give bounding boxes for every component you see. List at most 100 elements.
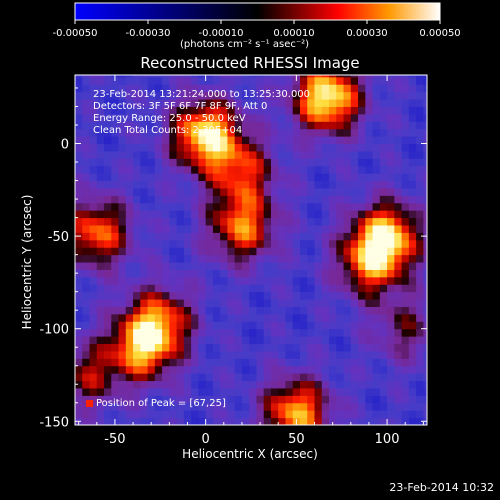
- heatmap-cell: [176, 269, 185, 278]
- heatmap-cell: [372, 128, 381, 137]
- heatmap-cell: [307, 387, 316, 396]
- heatmap-cell: [350, 336, 359, 345]
- heatmap-cell: [365, 202, 374, 211]
- heatmap-cell: [408, 173, 417, 182]
- heatmap-cell: [183, 395, 192, 404]
- heatmap-cell: [270, 113, 279, 122]
- heatmap-cell: [198, 306, 207, 315]
- heatmap-cell: [125, 276, 134, 285]
- heatmap-cell: [125, 269, 134, 278]
- heatmap-cell: [379, 136, 388, 145]
- heatmap-cell: [263, 75, 272, 78]
- heatmap-cell: [416, 358, 424, 367]
- heatmap-cell: [154, 180, 163, 189]
- heatmap-cell: [104, 380, 112, 389]
- heatmap-cell: [89, 321, 98, 330]
- heatmap-cell: [423, 321, 427, 330]
- heatmap-cell: [220, 202, 228, 211]
- heatmap-cell: [263, 247, 272, 256]
- heatmap-cell: [147, 410, 156, 419]
- heatmap-cell: [169, 336, 178, 345]
- heatmap-cell: [104, 254, 112, 263]
- heatmap-cell: [75, 387, 83, 396]
- heatmap-cell: [133, 136, 141, 145]
- heatmap-cell: [307, 417, 316, 425]
- heatmap-cell: [350, 247, 359, 256]
- heatmap-cell: [321, 180, 330, 189]
- heatmap-cell: [263, 143, 272, 152]
- heatmap-cell: [343, 113, 352, 122]
- heatmap-cell: [111, 195, 120, 204]
- heatmap-cell: [343, 395, 352, 404]
- heatmap-cell: [198, 239, 207, 248]
- heatmap-cell: [104, 173, 112, 182]
- heatmap-cell: [249, 136, 257, 145]
- heatmap-cell: [82, 128, 91, 137]
- heatmap-cell: [394, 136, 403, 145]
- heatmap-cell: [278, 239, 286, 248]
- heatmap-cell: [111, 210, 120, 219]
- heatmap-cell: [314, 387, 323, 396]
- heatmap-cell: [183, 232, 192, 241]
- heatmap-cell: [365, 75, 374, 78]
- heatmap-cell: [365, 165, 374, 174]
- heatmap-cell: [423, 187, 427, 196]
- heatmap-cell: [372, 306, 381, 315]
- heatmap-cell: [212, 276, 221, 285]
- heatmap-cell: [154, 395, 163, 404]
- heatmap-cell: [169, 225, 178, 233]
- heatmap-cell: [125, 128, 134, 137]
- heatmap-cell: [154, 254, 163, 263]
- heatmap-cell: [82, 113, 91, 122]
- heatmap-cell: [147, 328, 156, 337]
- heatmap-cell: [394, 99, 403, 107]
- heatmap-cell: [336, 343, 345, 352]
- heatmap-cell: [176, 217, 185, 226]
- heatmap-cell: [314, 254, 323, 263]
- heatmap-cell: [350, 239, 359, 248]
- heatmap-cell: [379, 321, 388, 330]
- heatmap-cell: [140, 350, 149, 359]
- heatmap-cell: [133, 254, 141, 263]
- heatmap-cell: [82, 343, 91, 352]
- heatmap-cell: [249, 121, 257, 130]
- heatmap-cell: [292, 276, 301, 285]
- heatmap-cell: [329, 336, 337, 345]
- heatmap-cell: [227, 128, 236, 137]
- heatmap-cell: [329, 84, 337, 93]
- heatmap-cell: [147, 121, 156, 130]
- heatmap-cell: [365, 106, 374, 115]
- heatmap-cell: [234, 76, 243, 85]
- heatmap-cell: [365, 210, 374, 219]
- heatmap-cell: [169, 313, 178, 322]
- heatmap-cell: [176, 158, 185, 167]
- heatmap-cell: [263, 291, 272, 300]
- heatmap-cell: [198, 75, 207, 78]
- heatmap-cell: [227, 150, 236, 159]
- heatmap-cell: [401, 217, 410, 226]
- heatmap-cell: [82, 180, 91, 189]
- heatmap-cell: [372, 75, 381, 78]
- heatmap-cell: [154, 91, 163, 100]
- heatmap-cell: [270, 217, 279, 226]
- heatmap-cell: [147, 365, 156, 374]
- heatmap-cell: [125, 75, 134, 78]
- heatmap-cell: [423, 180, 427, 189]
- heatmap-cell: [278, 165, 286, 174]
- heatmap-cell: [379, 202, 388, 211]
- heatmap-cell: [183, 247, 192, 256]
- heatmap-cell: [169, 291, 178, 300]
- heatmap-cell: [191, 195, 199, 204]
- heatmap-cell: [372, 395, 381, 404]
- heatmap-cell: [249, 113, 257, 122]
- heatmap-cell: [125, 358, 134, 367]
- heatmap-cell: [299, 91, 308, 100]
- heatmap-cell: [75, 136, 83, 145]
- heatmap-cell: [358, 276, 366, 285]
- heatmap-cell: [270, 328, 279, 337]
- heatmap-cell: [176, 336, 185, 345]
- heatmap-cell: [256, 254, 265, 263]
- heatmap-cell: [263, 84, 272, 93]
- heatmap-cell: [321, 121, 330, 130]
- heatmap-cell: [416, 232, 424, 241]
